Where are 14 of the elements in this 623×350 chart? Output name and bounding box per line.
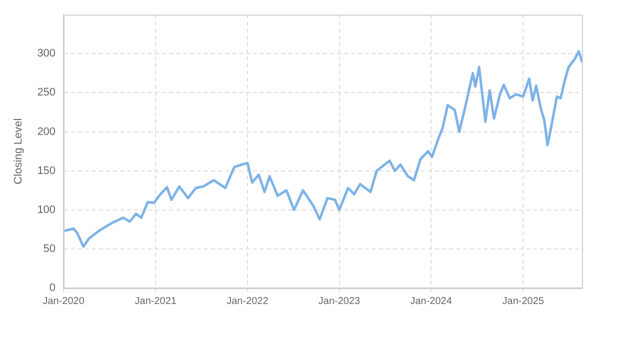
y-axis-title: Closing Level [12, 118, 25, 184]
x-tick-label: Jan-2023 [318, 296, 361, 307]
x-tick-label: Jan-2022 [226, 296, 269, 307]
y-tick-label: 150 [37, 164, 56, 177]
y-tick-label: 50 [43, 242, 56, 255]
y-tick-label: 200 [37, 126, 56, 138]
x-tick-label: Jan-2025 [502, 296, 544, 307]
y-tick-label: 250 [37, 86, 56, 99]
x-tick-label: Jan-2024 [410, 296, 452, 307]
x-tick-label: Jan-2021 [134, 296, 177, 307]
x-tick-label: Jan-2020 [42, 296, 85, 307]
y-tick-label: 0 [49, 282, 56, 294]
y-tick-label: 100 [37, 204, 56, 216]
y-tick-label: 300 [37, 48, 56, 60]
